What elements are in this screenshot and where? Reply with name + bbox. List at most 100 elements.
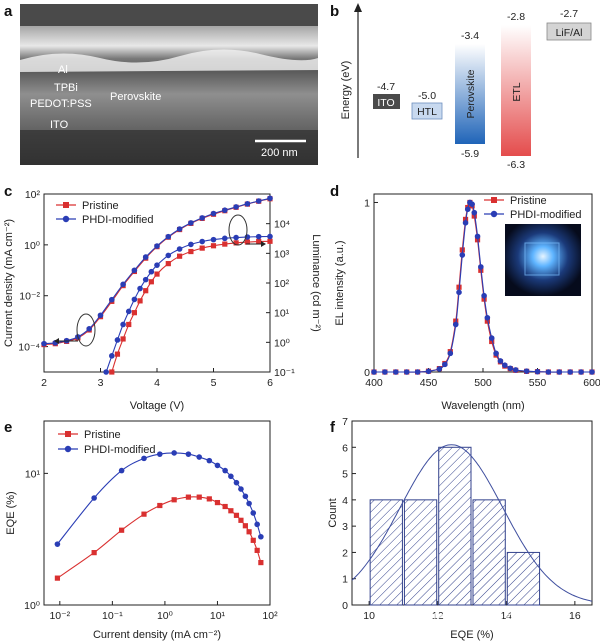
chart-c-left-ellipse [76, 313, 96, 347]
chart-d-series-1-point-9 [452, 321, 459, 328]
chart-d-series-1-point-31 [567, 369, 573, 375]
chart-c-series-3-point-1 [109, 353, 115, 359]
chart-c-ytick-label: 10⁰ [24, 240, 41, 252]
chart-f-gaussian-fit [351, 444, 593, 602]
chart-d-series-1-point-12 [462, 220, 469, 226]
chart-c-ytick-label: 10⁻² [19, 291, 40, 303]
level-ito [373, 94, 400, 109]
chart-c-series-2-point-4 [131, 310, 137, 316]
chart-c-series-3-point-5 [131, 296, 138, 303]
chart-c-series-2-point-5 [137, 298, 143, 304]
scale-bar-label: 200 nm [261, 147, 298, 159]
chart-c-y2tick-label: 10⁻¹ [274, 367, 295, 379]
chart-d-series-1-point-33 [589, 369, 595, 375]
chart-e-series-0-point-8 [206, 496, 212, 502]
chart-c-series-1-point-11 [165, 233, 172, 240]
chart-e-xtick-label: 10⁻² [49, 610, 70, 622]
chart-e-series-1-point-10 [222, 467, 228, 474]
chart-e-xlabel: Current density (mA cm⁻²) [93, 629, 221, 641]
chart-d-xlabel: Wavelength (nm) [441, 400, 524, 412]
sem-image: Al TPBi PEDOT:PSS Perovskite ITO 200 nm [20, 4, 318, 165]
chart-c-series-3-point-3 [120, 321, 126, 328]
level-perovskite-top: -3.4 [461, 30, 479, 42]
chart-f-bar-1 [403, 499, 438, 606]
chart-e-legend-marker-pristine [65, 431, 71, 437]
level-etl [501, 25, 531, 156]
chart-e-series-0-point-3 [141, 511, 147, 517]
chart-c-series-1-point-12 [176, 226, 183, 232]
chart-e-series-0-point-12 [233, 512, 240, 518]
chart-e: Current density (mA cm⁻²) EQE (%) 10⁻² 10… [5, 420, 278, 641]
chart-c-series-3-point-6 [137, 285, 143, 292]
level-htl-name: HTL [417, 106, 437, 118]
chart-e-legend-pristine: Pristine [84, 429, 121, 441]
level-ito-name: ITO [377, 97, 394, 109]
chart-e-series-0-point-9 [214, 499, 221, 506]
chart-c-series-1-point-19 [255, 198, 262, 204]
chart-d-series-1-point-26 [512, 367, 519, 373]
sem-layer-pedot: PEDOT:PSS [30, 98, 92, 110]
sem-layer-tpbi: TPBi [54, 82, 78, 94]
panel-label-c: c [4, 183, 12, 200]
chart-c-frame [43, 193, 271, 373]
chart-e-series-1-point-3 [141, 455, 147, 462]
chart-c-series-1-point-18 [244, 201, 251, 207]
chart-e-series-0-point-13 [238, 517, 244, 523]
chart-e-series-1-point-13 [238, 486, 244, 492]
chart-e-series-0-point-7 [196, 494, 202, 500]
chart-c-series-2-point-18 [267, 238, 273, 244]
el-photo [505, 224, 581, 296]
chart-e-series-0-point-4 [157, 502, 163, 509]
chart-e-xtick-label: 10² [262, 610, 278, 622]
level-ito-top: -4.7 [377, 81, 395, 93]
chart-c-series-2-point-3 [126, 321, 132, 328]
chart-e-series-0-point-15 [246, 529, 252, 535]
chart-d-series-1-point-20 [484, 314, 491, 321]
chart-d-series-1-point-1 [382, 369, 388, 375]
chart-d-series-1-point-18 [478, 264, 484, 270]
chart-d-series-1-point-7 [442, 361, 448, 368]
chart-e-series-0-point-14 [242, 523, 248, 529]
chart-c-xtick-label: 3 [98, 377, 104, 389]
chart-d-series-1-point-5 [425, 368, 432, 375]
chart-e-series-0-point-10 [222, 503, 228, 510]
chart-d-series-0-point-20 [484, 318, 490, 324]
chart-f-ytick-label: 3 [342, 521, 348, 533]
chart-e-series-1-point-9 [214, 462, 221, 469]
chart-d-xtick-label: 550 [529, 377, 547, 389]
chart-d-series-1-point-2 [393, 369, 399, 375]
chart-e-ylabel: EQE (%) [5, 491, 17, 534]
chart-f-xlabel: EQE (%) [450, 629, 493, 641]
chart-c-series-3-point-8 [148, 268, 155, 275]
chart-e-frame [43, 420, 271, 606]
chart-f-ytick-label: 7 [342, 416, 348, 428]
chart-e-series-1-point-18 [258, 533, 264, 540]
chart-c-legend: Pristine PHDI-modified [56, 200, 154, 226]
chart-d-series-1-point-10 [456, 289, 462, 296]
chart-c-right-arrowhead [261, 241, 266, 247]
chart-d-legend-marker-phdi [490, 210, 498, 218]
sem-layer-perovskite: Perovskite [110, 91, 161, 103]
chart-d-xtick-label: 450 [420, 377, 438, 389]
chart-c-series-1-point-8 [131, 267, 138, 274]
chart-d-series-1-point-29 [545, 369, 552, 375]
chart-d-xtick-label: 400 [365, 377, 383, 389]
chart-d-series-1-point-16 [471, 209, 478, 216]
chart-d-series-1-point-21 [488, 335, 495, 341]
level-perovskite [455, 44, 485, 144]
chart-f-ytick-label: 2 [342, 547, 348, 559]
chart-e-series-1-point-2 [118, 467, 125, 474]
chart-c-series-2-point-13 [210, 243, 217, 249]
chart-e-series-1-point-14 [242, 493, 249, 500]
chart-e-ytick-label: 10¹ [25, 468, 41, 480]
chart-c-series-2-point-14 [222, 241, 228, 247]
chart-c-series-2-point-8 [154, 271, 160, 277]
chart-c: Voltage (V) Current density (mA cm⁻²) Lu… [3, 189, 322, 412]
level-perovskite-name: Perovskite [465, 69, 477, 118]
chart-d-series-line-1 [374, 201, 592, 373]
chart-d-series-1-point-22 [493, 350, 499, 357]
panel-label-f: f [330, 419, 336, 436]
chart-c-y2tick-label: 10² [274, 278, 290, 290]
